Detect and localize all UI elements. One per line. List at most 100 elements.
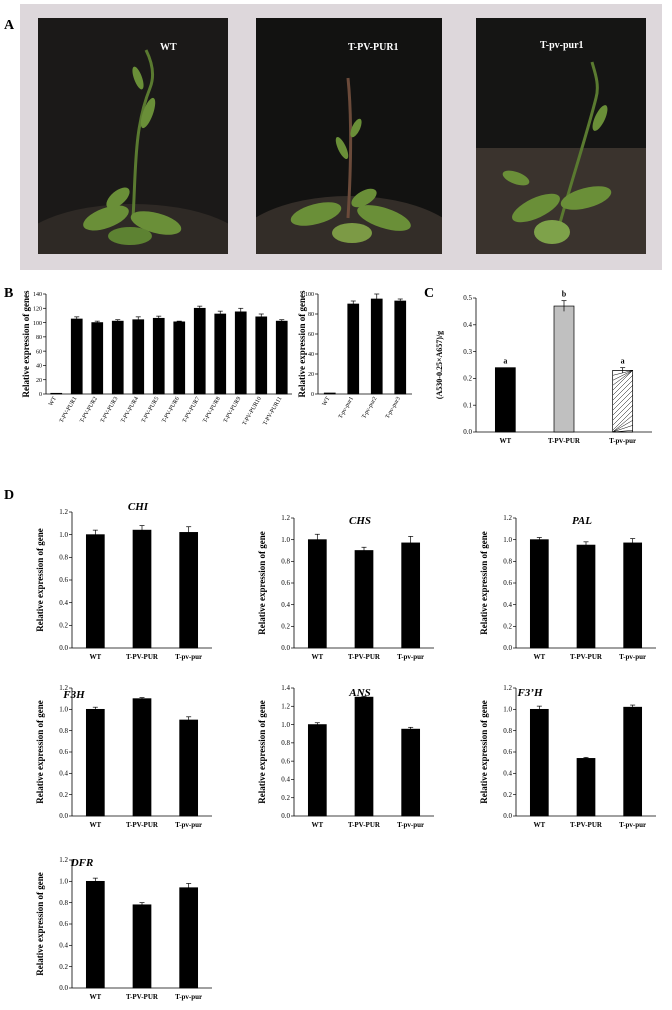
bar-hatch bbox=[612, 390, 633, 411]
bar-t-pv-pur bbox=[576, 758, 596, 817]
chart-d-pal: 0.0 0.2 0.4 0.6 0.8 1.0 1.2 Relative expression… bbox=[479, 514, 656, 661]
y-tick-label: 0.2 bbox=[59, 791, 68, 799]
y-tick-label: 0.4 bbox=[503, 770, 512, 778]
y-tick-label: 0.1 bbox=[463, 401, 472, 409]
plant-t-pv-pur1-lower-image: T-pv-pur1 bbox=[476, 18, 646, 254]
y-tick-label: 0.8 bbox=[59, 899, 68, 907]
gene-title: F3’H bbox=[516, 687, 543, 699]
y-tick-label: 1.2 bbox=[281, 514, 290, 522]
y-tick-label: 0.4 bbox=[281, 776, 290, 784]
y-tick-label: 0.8 bbox=[503, 727, 512, 735]
x-tick-label: T-PV-PUR1 bbox=[59, 396, 79, 424]
y-tick-label: 100 bbox=[305, 292, 314, 298]
bar-t-pv-pur bbox=[179, 532, 199, 649]
bar-wt bbox=[529, 539, 549, 649]
x-tick-label: T-pv-pur bbox=[619, 821, 646, 829]
bar-t-pv-pur3 bbox=[394, 300, 407, 395]
x-tick-label: T-PV-PUR bbox=[348, 653, 381, 661]
gene-title: PAL bbox=[572, 515, 592, 527]
bar-t-pv-pur10 bbox=[255, 316, 268, 395]
y-tick-label: 140 bbox=[33, 292, 42, 298]
x-tick-label: T-pv-pur bbox=[175, 821, 202, 829]
y-tick-label: 0.6 bbox=[281, 579, 290, 587]
y-axis-label: Relative expression of genes bbox=[297, 290, 307, 398]
bar-t-pv-pur6 bbox=[173, 321, 186, 395]
plant-t-pv-pur1-image: T-PV-PUR1 bbox=[256, 18, 442, 254]
y-tick-label: 0.4 bbox=[59, 770, 68, 778]
bar-t-pv-pur9 bbox=[234, 311, 247, 395]
y-tick-label: 0.2 bbox=[59, 963, 68, 971]
x-tick-label: T-pv-pur bbox=[175, 993, 202, 1001]
y-axis-label: Relative expression of gene bbox=[479, 531, 489, 635]
y-tick-label: 0.0 bbox=[59, 812, 68, 820]
y-tick-label: 1.2 bbox=[59, 856, 68, 864]
y-tick-label: 80 bbox=[308, 312, 314, 318]
chart-d-chi: 0.0 0.2 0.4 0.6 0.8 1.0 1.2 Relative expression… bbox=[35, 501, 212, 661]
y-axis-label: Relative expression of genes bbox=[21, 290, 31, 398]
chart-d-f3h: 0.0 0.2 0.4 0.6 0.8 1.0 1.2 Relative expression… bbox=[35, 684, 212, 829]
x-tick-label: T-PV-PUR11 bbox=[262, 396, 283, 426]
x-tick-label: T-PV-PUR9 bbox=[223, 396, 243, 424]
y-tick-label: 0.2 bbox=[503, 791, 512, 799]
bar-t-pv-pur bbox=[623, 542, 643, 649]
y-tick-label: 0.0 bbox=[281, 644, 290, 652]
y-tick-label: 0.0 bbox=[463, 428, 472, 436]
bar-hatch bbox=[612, 425, 633, 433]
bar-wt bbox=[307, 539, 327, 649]
bar-t-pv-pur bbox=[132, 904, 152, 989]
bar-t-pv-pur bbox=[132, 529, 152, 649]
bar-t-pv-pur bbox=[576, 544, 596, 649]
y-tick-label: 0.8 bbox=[281, 558, 290, 566]
bar-hatch bbox=[612, 410, 633, 431]
y-tick-label: 1.2 bbox=[59, 508, 68, 516]
x-tick-label: T-pv-pur bbox=[175, 653, 202, 661]
y-tick-label: 1.4 bbox=[281, 684, 290, 692]
x-tick-label: T-PV-PUR bbox=[548, 437, 581, 445]
y-tick-label: 1.2 bbox=[281, 702, 290, 710]
x-tick-label: T-pv-pur bbox=[619, 653, 646, 661]
bar-hatch bbox=[612, 385, 633, 406]
bar-hatch bbox=[612, 405, 633, 426]
plant-wt-image: WT bbox=[38, 18, 228, 254]
y-tick-label: 0.0 bbox=[59, 984, 68, 992]
y-tick-label: 0.0 bbox=[59, 644, 68, 652]
y-tick-label: 40 bbox=[36, 364, 42, 370]
gene-title: CHI bbox=[128, 501, 149, 513]
x-tick-label: WT bbox=[48, 396, 58, 407]
bar-hatch bbox=[612, 400, 633, 421]
photo-panel: WT T-PV-PUR1 T-pv-pur1 bbox=[20, 4, 662, 270]
x-tick-label: WT bbox=[89, 993, 101, 1001]
x-tick-label: WT bbox=[89, 653, 101, 661]
y-tick-label: 1.0 bbox=[59, 706, 68, 714]
y-tick-label: 1.0 bbox=[281, 721, 290, 729]
bar-hatch bbox=[612, 375, 633, 396]
bar-t-pv-pur bbox=[179, 887, 199, 989]
y-tick-label: 0.0 bbox=[281, 812, 290, 820]
y-tick-label: 0.6 bbox=[59, 748, 68, 756]
bar-t-pv-pur1 bbox=[347, 303, 360, 395]
bar-hatch bbox=[612, 370, 633, 386]
y-tick-label: 0.2 bbox=[59, 622, 68, 630]
x-tick-label: T-pv-pur1 bbox=[338, 396, 355, 420]
x-tick-label: T-PV-PUR bbox=[570, 821, 603, 829]
y-tick-label: 0.4 bbox=[503, 601, 512, 609]
x-tick-label: WT bbox=[533, 653, 545, 661]
y-tick-label: 0.4 bbox=[281, 601, 290, 609]
photo-t-pv-pur1-lower: T-pv-pur1 bbox=[476, 18, 646, 254]
x-tick-label: T-PV-PUR6 bbox=[161, 396, 181, 424]
bar-hatch bbox=[612, 415, 633, 433]
y-tick-label: 60 bbox=[308, 332, 314, 338]
y-axis-label: Relative expression of gene bbox=[479, 700, 489, 804]
photo-caption-wt: WT bbox=[160, 42, 177, 53]
bar-t-pv-pur bbox=[401, 542, 421, 649]
bar-wt bbox=[85, 880, 105, 989]
y-tick-label: 0.0 bbox=[503, 812, 512, 820]
gene-title: DFR bbox=[70, 857, 94, 869]
x-tick-label: T-PV-PUR bbox=[126, 653, 159, 661]
y-tick-label: 0.8 bbox=[59, 554, 68, 562]
bar-t-pv-pur1 bbox=[70, 318, 83, 395]
y-tick-label: 0.2 bbox=[281, 623, 290, 631]
y-tick-label: 0.6 bbox=[281, 757, 290, 765]
